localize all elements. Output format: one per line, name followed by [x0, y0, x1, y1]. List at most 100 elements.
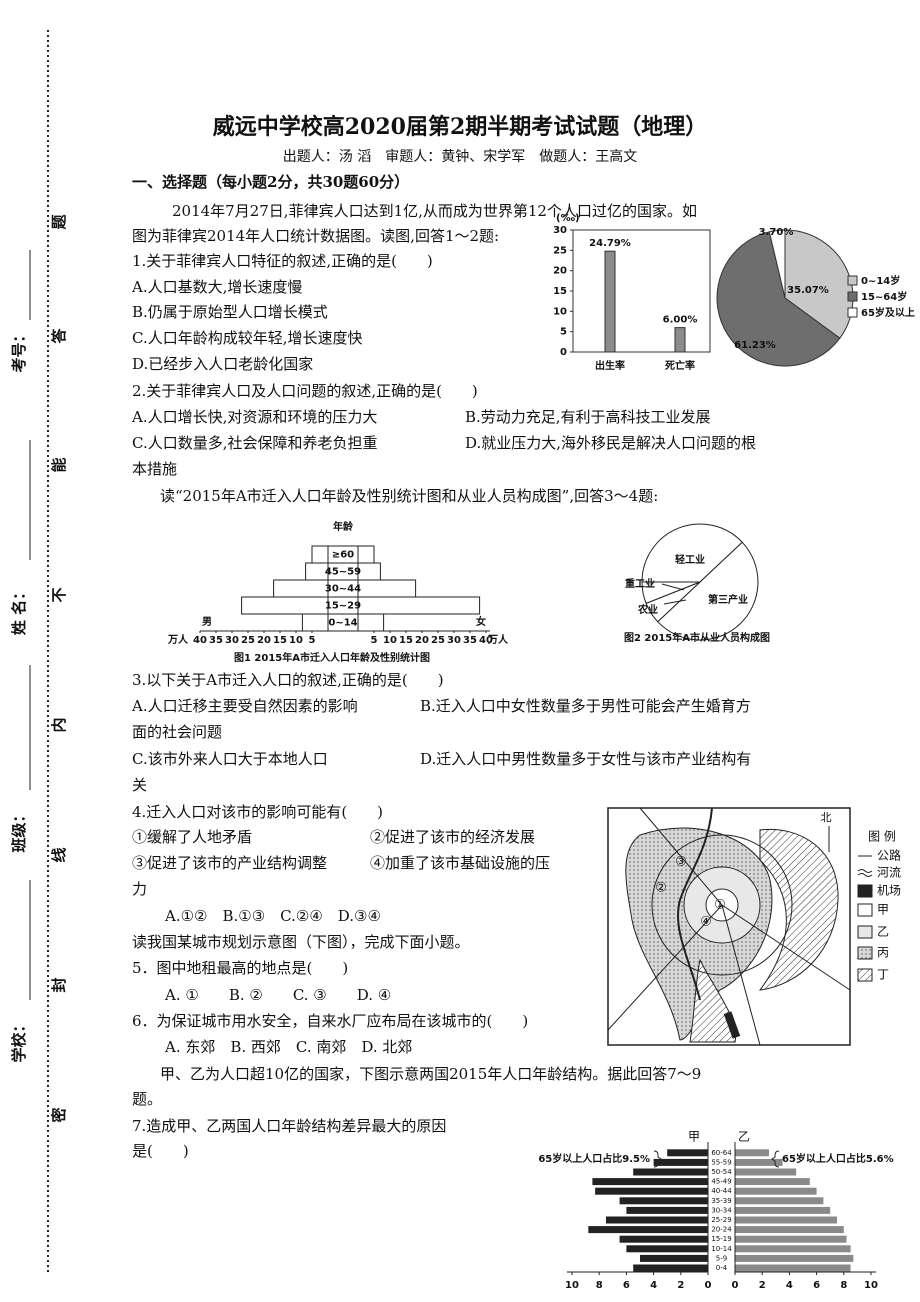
x-tick-label: 40 — [193, 635, 207, 646]
legend-label: 0~14岁 — [861, 274, 900, 287]
bar — [735, 1158, 783, 1166]
text-line: 图为菲律宾2014年人口统计数据图。读图,回答1～2题: — [132, 227, 499, 245]
x-tick-label: 4 — [786, 1280, 793, 1291]
x-tick-label: 5 — [371, 635, 378, 646]
seal-char: 线 — [50, 847, 68, 862]
text-line: C.人口数量多,社会保障和养老负担重 — [132, 434, 377, 452]
zone-ding — [758, 828, 839, 991]
slice-label: 重工业 — [625, 577, 655, 590]
pie-slice — [716, 231, 841, 367]
brace — [653, 1150, 662, 1168]
text-line: 是( ) — [132, 1142, 189, 1160]
x-tick-label: 2 — [677, 1280, 684, 1291]
pie-slice — [784, 229, 854, 339]
y-tick-label: 15 — [553, 286, 567, 297]
bar — [626, 1245, 708, 1253]
bar — [357, 562, 381, 581]
text-line: A.人口增长快,对资源和环境的压力大 — [131, 408, 377, 426]
series-label: 乙 — [738, 1130, 750, 1144]
bar — [735, 1197, 824, 1205]
value-label: 6.00% — [663, 315, 698, 326]
bar — [357, 596, 481, 615]
y-tick-label: 0 — [560, 347, 567, 358]
seal-char: 密 — [50, 1107, 68, 1122]
seal-char: 题 — [50, 214, 68, 230]
bar — [735, 1187, 817, 1195]
age-label: 0-4 — [716, 1264, 728, 1272]
bar — [674, 327, 686, 353]
bar — [735, 1245, 851, 1253]
legend-key — [857, 925, 873, 939]
bar — [735, 1216, 837, 1224]
age-label: 30-34 — [711, 1206, 732, 1214]
bar — [626, 1206, 708, 1214]
leader-line — [661, 583, 685, 591]
legend-key — [857, 869, 873, 877]
text-line: D.已经步入人口老龄化国家 — [132, 355, 313, 373]
text-line: A.①② B.①③ C.②④ D.③④ — [164, 907, 381, 925]
margin-label: 班级： — [10, 807, 28, 852]
text-line: D.迁入人口中男性数量多于女性与该市产业结构有 — [420, 750, 751, 768]
x-tick-label: 10 — [565, 1280, 579, 1291]
age-label: 25-29 — [711, 1216, 731, 1224]
bar — [735, 1149, 769, 1157]
y-tick-label: 30 — [553, 225, 567, 236]
age-label: 5-9 — [716, 1254, 727, 1262]
section-title: 一、选择题（每小题2分，共30题60分） — [132, 173, 409, 191]
x-tick-label: 20 — [257, 635, 271, 646]
text-line: 4.迁入人口对该市的影响可能有( ) — [132, 803, 383, 821]
x-tick-label: 6 — [813, 1280, 820, 1291]
text-line: 6．为保证城市用水安全，自来水厂应布局在该城市的( ) — [132, 1012, 528, 1030]
bar — [595, 1187, 708, 1195]
value-label: 24.79% — [589, 238, 631, 249]
text-line: 面的社会问题 — [132, 723, 222, 741]
x-tick-label: 20 — [415, 635, 429, 646]
series-label: 甲 — [688, 1130, 700, 1144]
y-tick-label: 25 — [553, 245, 567, 256]
text-line: 5．图中地租最高的地点是( ) — [132, 959, 348, 977]
text-line: C.人口年龄构成较年轻,增长速度快 — [132, 329, 362, 347]
y-tick-label: 20 — [553, 266, 567, 277]
road — [607, 807, 851, 1046]
legend-title: 图 例 — [868, 830, 896, 844]
caption: 图1 2015年A市迁入人口年龄及性别统计图 — [234, 651, 430, 664]
text-line: B.劳动力充足,有利于高科技工业发展 — [465, 408, 711, 426]
text-line: A. ① B. ② C. ③ D. ④ — [164, 986, 391, 1004]
point-label: ① — [714, 898, 726, 913]
bar — [633, 1168, 708, 1176]
text-line: 力 — [132, 880, 147, 898]
margin-label: 姓 名： — [10, 585, 28, 635]
legend-key — [857, 903, 873, 917]
north-label: 北 — [821, 811, 832, 824]
legend-label: 甲 — [877, 903, 889, 917]
age-label: 45~59 — [325, 567, 361, 578]
seal-char: 内 — [50, 717, 68, 732]
bar — [735, 1226, 844, 1234]
unit-label: 万人 — [487, 633, 509, 646]
text-line: 2.关于菲律宾人口及人口问题的叙述,正确的是( ) — [132, 382, 478, 400]
text-line: A. 东郊 B. 西郊 C. 南郊 D. 北郊 — [164, 1038, 412, 1056]
x-tick-label: 30 — [225, 635, 239, 646]
age-label: 55-59 — [711, 1158, 731, 1166]
airport — [723, 1011, 741, 1039]
caption: 图2 2015年A市从业人员构成图 — [624, 631, 770, 644]
legend-swatch — [847, 307, 858, 318]
text-line: 读“2015年A市迁入人口年龄及性别统计图和从业人员构成图”,回答3～4题: — [160, 487, 658, 505]
ring-road — [651, 834, 793, 976]
bar — [357, 613, 385, 632]
x-tick-label: 25 — [431, 635, 445, 646]
text-line: 3.以下关于A市迁入人口的叙述,正确的是( ) — [132, 671, 444, 689]
seal-char: 封 — [50, 977, 68, 992]
bar — [653, 1158, 708, 1166]
x-tick-label: 10 — [864, 1280, 878, 1291]
annotation: 65岁以上人口占比9.5% — [538, 1152, 650, 1165]
bar — [357, 579, 417, 598]
text-line: 7.造成甲、乙两国人口年龄结构差异最大的原因 — [132, 1117, 446, 1135]
bar — [640, 1254, 708, 1262]
y-tick-label: 5 — [560, 327, 567, 338]
bar — [592, 1178, 708, 1186]
text-line: C.该市外来人口大于本地人口 — [132, 750, 328, 768]
age-label: 0~14 — [328, 618, 357, 629]
legend-label: 65岁及以上 — [861, 306, 915, 319]
age-box — [327, 545, 359, 564]
